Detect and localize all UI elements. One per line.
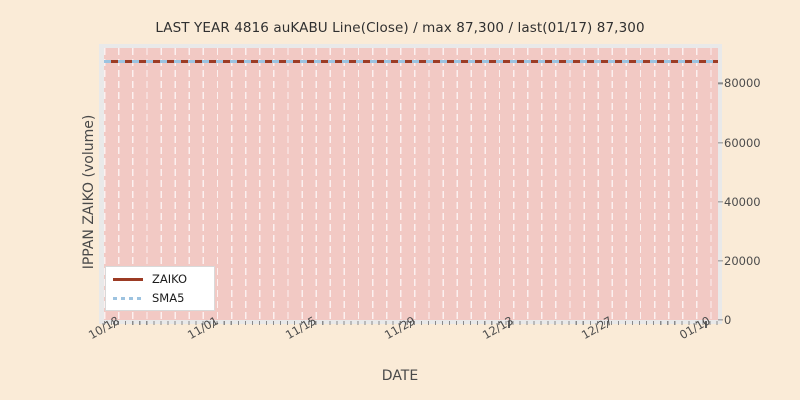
y-tick-label: 0	[724, 313, 732, 327]
y-tick-mark	[718, 260, 723, 262]
chart-legend: ZAIKO SMA5	[105, 266, 215, 311]
y-tick-mark	[718, 141, 723, 144]
y-tick-label: 40000	[724, 194, 761, 209]
x-tick-mark	[606, 321, 609, 328]
x-tick-mark	[705, 321, 707, 328]
x-tick-mark	[212, 321, 214, 328]
y-tick-mark	[718, 319, 723, 321]
legend-label-zaiko: ZAIKO	[152, 272, 188, 286]
y-tick-mark	[718, 82, 723, 85]
x-tick-mark	[508, 321, 510, 328]
x-tick-mark	[409, 321, 411, 328]
x-axis-label: DATE	[381, 368, 419, 384]
x-axis-minor-ticks	[104, 321, 718, 325]
y-tick-label: 60000	[724, 135, 761, 150]
legend-item-zaiko: ZAIKO	[113, 270, 214, 289]
chart-title: LAST YEAR 4816 auKABU Line(Close) / max …	[155, 20, 645, 36]
legend-label-sma5: SMA5	[152, 291, 185, 305]
y-tick-label: 80000	[724, 76, 761, 91]
legend-swatch-zaiko	[113, 277, 143, 281]
x-tick-mark	[311, 321, 313, 328]
legend-swatch-sma5	[113, 296, 143, 300]
y-axis-label: IPPAN ZAIKO (volume)	[81, 114, 97, 270]
legend-item-sma5: SMA5	[113, 289, 214, 308]
series-line-sma5	[104, 60, 718, 64]
plot-area	[104, 48, 718, 320]
y-tick-mark	[718, 201, 723, 203]
y-tick-label: 20000	[724, 253, 761, 268]
x-tick-mark	[114, 321, 116, 328]
